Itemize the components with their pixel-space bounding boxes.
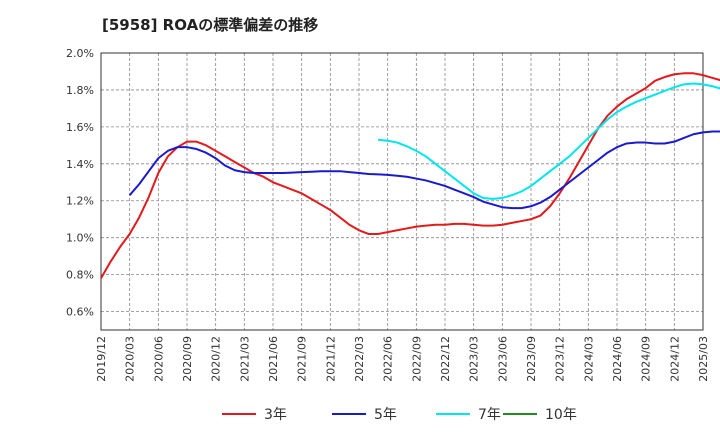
chart-title: [5958] ROAの標準偏差の推移 bbox=[102, 16, 319, 34]
x-axis-ticks: 2019/12 2020/03 2020/06 2020/09 2020/12 2021/… bbox=[95, 336, 710, 382]
y-tick-label: 0.6% bbox=[66, 306, 94, 319]
plot-border bbox=[100, 52, 704, 331]
x-tick-label: 2021/09 bbox=[296, 336, 309, 382]
y-tick-label: 1.0% bbox=[66, 232, 94, 245]
grid bbox=[100, 52, 704, 330]
x-tick-label: 2024/03 bbox=[582, 336, 595, 382]
x-tick-label: 2025/03 bbox=[697, 336, 710, 382]
x-tick-label: 2023/12 bbox=[554, 336, 567, 382]
y-tick-label: 1.2% bbox=[66, 195, 94, 208]
x-tick-label: 2021/12 bbox=[324, 336, 337, 382]
x-tick-label: 2022/03 bbox=[353, 336, 366, 382]
x-tick-label: 2020/03 bbox=[124, 336, 137, 382]
x-tick-label: 2022/06 bbox=[382, 336, 395, 382]
x-tick-label: 2019/12 bbox=[95, 336, 108, 382]
x-tick-label: 2022/09 bbox=[410, 336, 423, 382]
x-tick-label: 2024/09 bbox=[640, 336, 653, 382]
series-line-3年 bbox=[100, 72, 720, 279]
series-line-5年 bbox=[128, 130, 720, 210]
y-axis-ticks: 0.6% 0.8% 1.0% 1.2% 1.4% 1.6% 1.8% 2.0% bbox=[66, 47, 94, 319]
x-tick-label: 2020/09 bbox=[181, 336, 194, 382]
x-tick-label: 2023/03 bbox=[468, 336, 481, 382]
x-tick-label: 2020/12 bbox=[210, 336, 223, 382]
legend-label: 7年 bbox=[478, 407, 501, 423]
y-tick-label: 0.8% bbox=[66, 269, 94, 282]
x-tick-label: 2021/03 bbox=[238, 336, 251, 382]
y-tick-label: 1.6% bbox=[66, 121, 94, 134]
legend: 3年 5年 7年 10年 bbox=[222, 407, 577, 423]
x-tick-label: 2024/06 bbox=[611, 336, 624, 382]
x-tick-label: 2023/06 bbox=[496, 336, 509, 382]
x-tick-label: 2020/06 bbox=[152, 336, 165, 382]
x-tick-label: 2021/06 bbox=[267, 336, 280, 382]
plot-frame bbox=[100, 52, 704, 331]
legend-label: 5年 bbox=[374, 407, 397, 423]
x-tick-label: 2024/12 bbox=[668, 336, 681, 382]
x-tick-label: 2023/09 bbox=[525, 336, 538, 382]
series-line-7年 bbox=[378, 82, 720, 200]
legend-label: 3年 bbox=[264, 407, 287, 423]
y-tick-label: 1.8% bbox=[66, 84, 94, 97]
y-tick-label: 1.4% bbox=[66, 158, 94, 171]
legend-label: 10年 bbox=[545, 407, 577, 423]
x-tick-label: 2022/12 bbox=[439, 336, 452, 382]
y-tick-label: 2.0% bbox=[66, 47, 94, 60]
series-lines bbox=[100, 72, 720, 279]
